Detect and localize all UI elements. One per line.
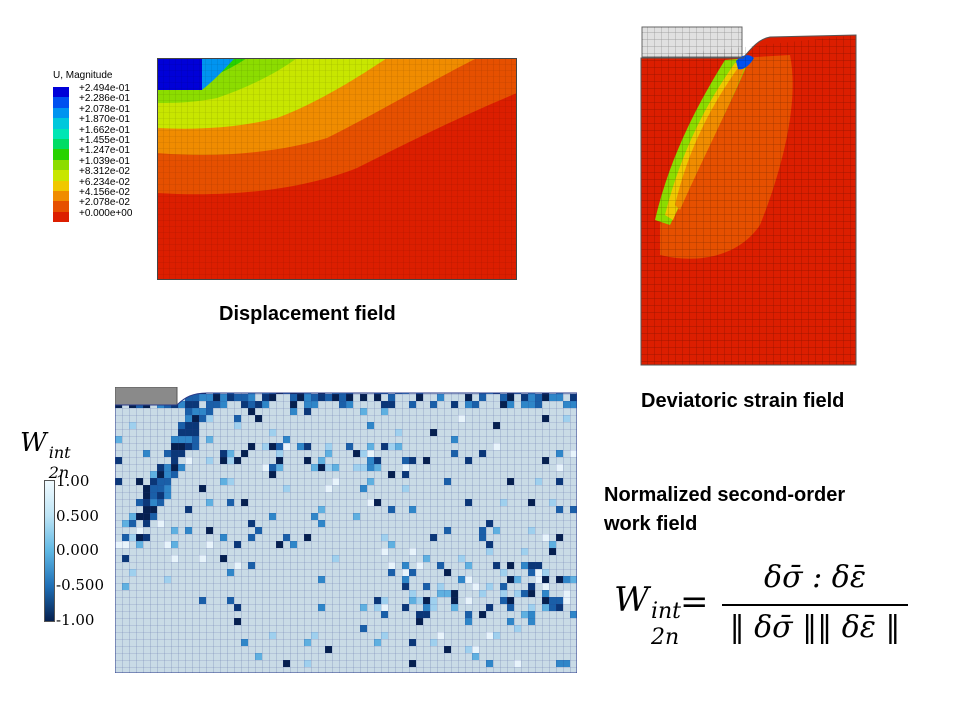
work-colorbar: [44, 480, 55, 622]
legend-value: +1.247e-01: [79, 145, 130, 157]
formula-denominator: ‖ δσ̄ ‖‖ δε̄ ‖: [729, 610, 901, 645]
colorbar-tick: 0.000: [56, 541, 99, 559]
legend-swatch: [53, 128, 69, 139]
legend-swatch: [53, 97, 69, 108]
footing: [115, 387, 178, 406]
legend-swatch: [53, 107, 69, 119]
legend-swatch: [53, 170, 69, 181]
legend-value: +6.234e-02: [79, 176, 130, 188]
legend-value: +2.078e-01: [79, 103, 130, 115]
legend-swatch: [53, 118, 69, 129]
colorbar-tick: 0.500: [56, 507, 99, 525]
formula-equals: =: [680, 582, 709, 622]
displacement-caption: Displacement field: [219, 303, 396, 325]
legend-swatch: [53, 191, 69, 202]
legend-value: +1.870e-01: [79, 114, 130, 126]
legend-value: +2.286e-01: [79, 93, 130, 105]
legend-value: +2.494e-01: [79, 83, 130, 94]
legend-value: +4.156e-02: [79, 187, 130, 198]
legend-swatch: [53, 211, 69, 223]
work-caption: Normalized second-order work field: [604, 481, 845, 539]
work-cell: [178, 393, 185, 394]
colorbar-tick: -1.00: [56, 611, 95, 629]
legend-value: +2.078e-02: [79, 197, 130, 209]
formula-lhs: W int 2n: [614, 580, 681, 650]
work-cell: [192, 393, 199, 394]
work-formula: W int 2n = δσ̄ : δε̄ ‖ δσ̄ ‖‖ δε̄ ‖: [614, 560, 914, 660]
work-cell: [185, 393, 192, 394]
legend-swatch: [53, 201, 69, 212]
legend-value: +1.039e-01: [79, 155, 130, 167]
work-caption-line1: Normalized second-order: [604, 484, 846, 506]
deviatoric-caption: Deviatoric strain field: [641, 390, 845, 412]
legend-swatch: [53, 149, 69, 160]
formula-numerator: δσ̄ : δε̄: [764, 560, 866, 595]
work-colorbar-ticks: 1.00 0.500 0.000 -0.500 -1.00: [56, 472, 106, 632]
colorbar-tick: 1.00: [56, 472, 90, 490]
legend-swatch: [53, 159, 69, 171]
legend-value: +8.312e-02: [79, 166, 130, 178]
work-field-plot: [115, 387, 577, 673]
legend-swatch: [53, 139, 69, 150]
displacement-legend-title: U, Magnitude: [53, 70, 113, 81]
deviatoric-contour-plot: [640, 26, 857, 366]
displacement-contour-plot: [157, 58, 517, 280]
legend-value: +1.662e-01: [79, 124, 130, 136]
colorbar-tick: -0.500: [56, 576, 105, 594]
work-caption-line2: work field: [604, 513, 698, 535]
fraction-bar: [722, 604, 908, 606]
legend-value: +0.000e+00: [79, 207, 133, 219]
legend-swatch: [53, 87, 69, 98]
legend-swatch: [53, 180, 69, 191]
work-symbol: W int 2n: [20, 428, 71, 482]
legend-value: +1.455e-01: [79, 135, 130, 146]
